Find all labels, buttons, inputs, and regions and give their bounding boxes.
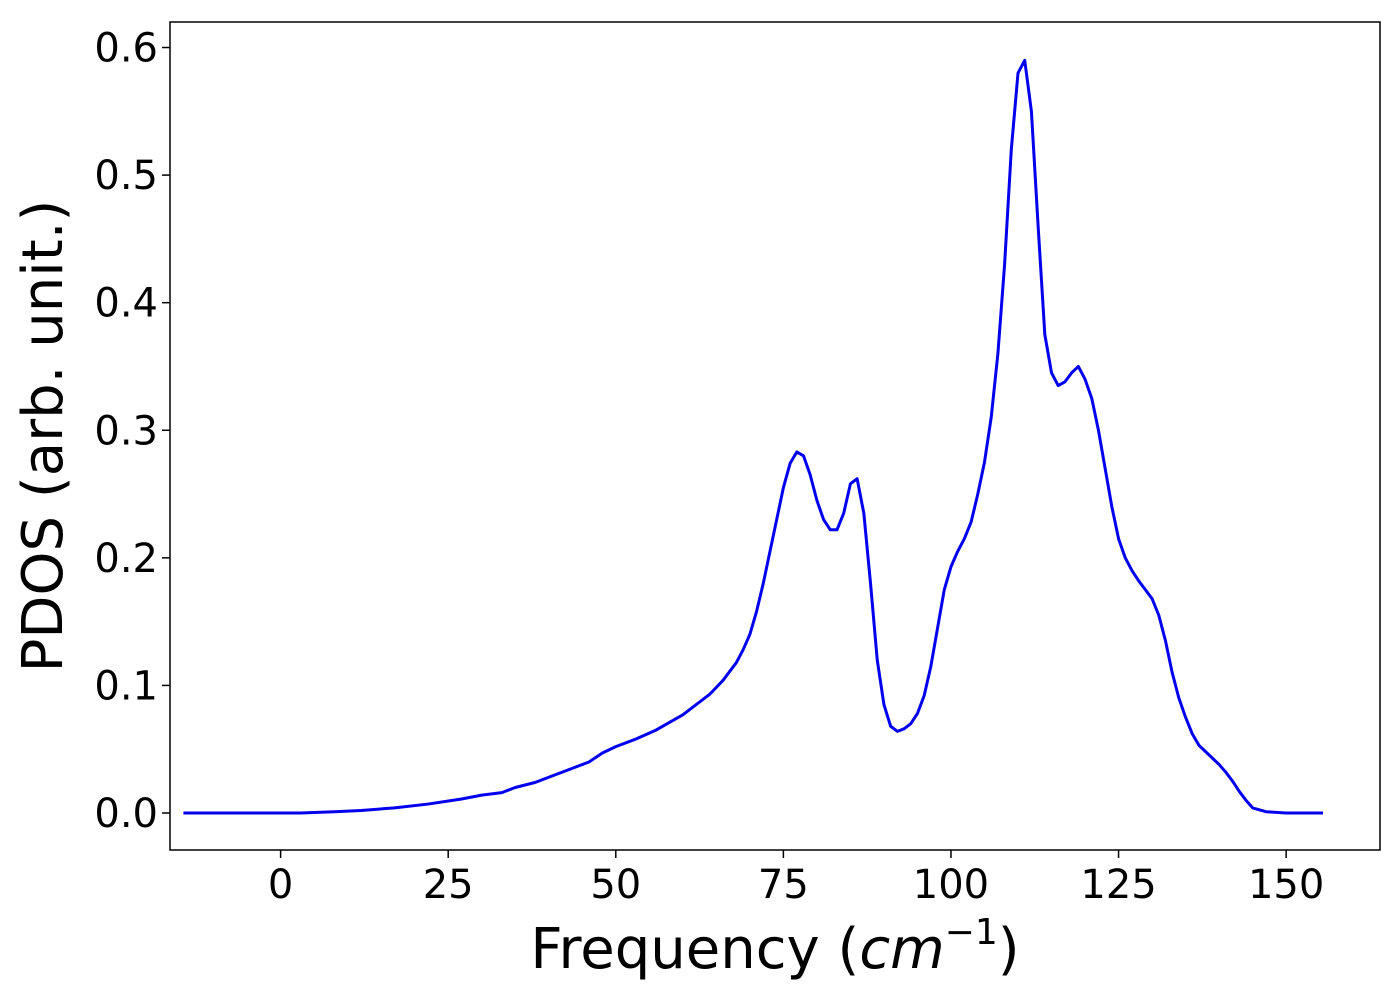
y-tick-label: 0.1 [94,663,158,709]
y-tick-label: 0.6 [94,26,158,72]
y-axis-ticks: 0.0 0.1 0.2 0.3 0.4 0.5 0.6 [94,26,170,837]
y-tick-label: 0.0 [94,791,158,837]
pdos-series-line [183,58,1324,815]
x-tick-label: 125 [1080,862,1156,908]
x-tick-label: 50 [590,862,641,908]
x-axis-ticks: 0 25 50 75 100 125 150 [268,850,1324,908]
y-tick-label: 0.4 [94,281,158,327]
y-axis-label: PDOS (arb. unit.) [11,200,76,673]
y-tick-label: 0.3 [94,408,158,454]
x-tick-label: 75 [758,862,809,908]
x-axis-unit: cm [859,917,944,982]
x-axis-label-text: Frequency [530,917,819,982]
plot-area [169,21,1381,851]
x-axis-label: Frequency (cm−1) [530,912,1019,982]
x-axis-unit-exponent: −1 [945,912,998,953]
y-tick-label: 0.2 [94,536,158,582]
x-tick-label: 150 [1248,862,1324,908]
x-tick-label: 100 [913,862,989,908]
x-tick-label: 25 [423,862,474,908]
x-tick-label: 0 [268,862,293,908]
y-tick-label: 0.5 [94,153,158,199]
